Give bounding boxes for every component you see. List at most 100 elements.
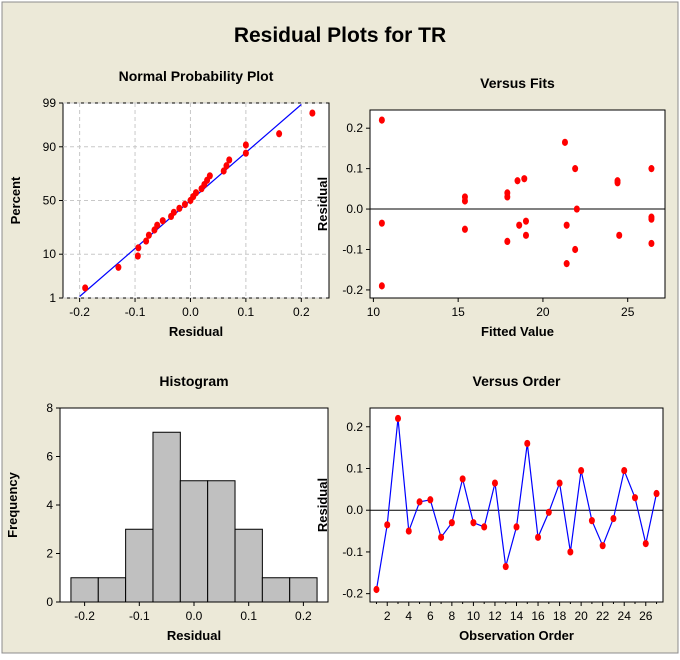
normal-plot-x-tick-label: 0.2 [293,305,310,319]
versus-order-x-tick-label: 14 [510,609,524,623]
versus-fits-y-tick-label: -0.2 [342,283,363,297]
versus-order-x-tick-label: 4 [405,609,412,623]
normal-plot-x-tick-label: 0.0 [182,305,199,319]
versus-order-point [535,534,541,541]
versus-order-point [632,494,638,501]
normal-plot-point [160,217,166,224]
figure-title: Residual Plots for TR [234,24,446,47]
versus-order-point [470,519,476,526]
histogram-bar [126,529,153,602]
versus-fits-y-tick-label: -0.1 [342,242,363,256]
normal-plot-point [243,150,249,157]
versus-order-y-axis-label: Residual [315,478,330,532]
normal-plot-y-tick-label: 50 [43,194,57,208]
versus-order-x-tick-label: 2 [384,609,391,623]
versus-order-plot-area [370,408,663,602]
versus-fits-x-tick-label: 20 [536,305,550,319]
versus-fits-point [564,222,570,229]
versus-order-point [406,527,412,534]
versus-fits-x-tick-label: 10 [367,305,381,319]
versus-fits-point [521,175,527,182]
versus-fits-plot-area [370,110,665,298]
normal-plot-point [154,222,160,229]
versus-order-point [654,490,660,497]
histogram-y-tick-label: 8 [46,401,53,415]
versus-order-x-axis-label: Observation Order [459,628,574,643]
normal-plot-x-tick-label: -0.2 [69,305,90,319]
versus-order-x-tick-label: 18 [553,609,567,623]
normal-plot-point [276,130,282,137]
versus-fits-point [572,246,578,253]
versus-order-point [503,563,509,570]
normal-plot-title: Normal Probability Plot [119,68,274,84]
histogram-x-tick-label: -0.1 [129,609,150,623]
normal-plot-point [135,244,141,251]
versus-fits-point [562,139,568,146]
versus-order-point [438,534,444,541]
versus-order-y-tick-label: -0.1 [342,545,363,559]
normal-plot-point [182,201,188,208]
normal-plot-y-tick-label: 1 [49,291,56,305]
histogram-y-axis-label: Frequency [5,471,20,538]
versus-fits-point [379,282,385,289]
normal-plot-point [115,264,121,271]
versus-fits-point [574,205,580,212]
versus-order-title: Versus Order [473,373,561,389]
versus-order-x-tick-label: 6 [427,609,434,623]
versus-fits-title: Versus Fits [480,75,555,91]
versus-order-y-tick-label: -0.2 [342,587,363,601]
versus-fits-point [379,117,385,124]
histogram-y-tick-label: 0 [46,595,53,609]
normal-plot-y-tick-label: 10 [43,247,57,261]
versus-order-point [373,586,379,593]
versus-fits-y-tick-label: 0.2 [346,121,363,135]
histogram-y-tick-label: 4 [46,498,53,512]
versus-order-x-tick-label: 26 [639,609,653,623]
versus-fits-y-tick-label: 0.1 [346,162,363,176]
versus-fits-point [462,226,468,233]
histogram-bar [290,578,317,602]
normal-plot-point [226,156,232,163]
versus-order-point [589,517,595,524]
versus-fits-point [504,193,510,200]
normal-plot-point [309,109,315,116]
normal-plot-y-tick-label: 99 [43,96,57,110]
versus-order-y-tick-label: 0.1 [346,461,363,475]
histogram-x-axis-label: Residual [167,628,221,643]
versus-order-point [417,498,423,505]
versus-fits-y-tick-label: 0.0 [346,202,363,216]
versus-order-point [460,475,466,482]
versus-order-x-tick-label: 22 [596,609,610,623]
versus-order-point [567,548,573,555]
normal-plot-point [243,141,249,148]
normal-plot-point [135,252,141,259]
versus-fits-point [648,165,654,172]
histogram-x-tick-label: -0.2 [74,609,95,623]
versus-order-point [395,415,401,422]
versus-order-x-tick-label: 20 [574,609,588,623]
versus-order-x-tick-label: 12 [488,609,502,623]
histogram-y-tick-label: 2 [46,547,53,561]
histogram-y-tick-label: 6 [46,450,53,464]
versus-fits-point [379,220,385,227]
versus-fits-point [648,240,654,247]
versus-fits-point [615,179,621,186]
normal-plot-x-tick-label: 0.1 [238,305,255,319]
versus-order-x-tick-label: 16 [531,609,545,623]
versus-order-point [546,509,552,516]
versus-fits-x-tick-label: 25 [621,305,635,319]
versus-order-point [557,479,563,486]
histogram-x-tick-label: 0.0 [186,609,203,623]
normal-plot-point [193,189,199,196]
versus-fits-point [572,165,578,172]
versus-fits-point [523,218,529,225]
versus-order-x-tick-label: 8 [449,609,456,623]
versus-fits-point [523,232,529,239]
histogram-bar [180,481,207,602]
normal-plot-x-axis-label: Residual [169,324,223,339]
versus-order-point [481,523,487,530]
histogram-bar [262,578,289,602]
versus-order-x-tick-label: 24 [618,609,632,623]
versus-order-point [600,542,606,549]
versus-fits-point [516,222,522,229]
